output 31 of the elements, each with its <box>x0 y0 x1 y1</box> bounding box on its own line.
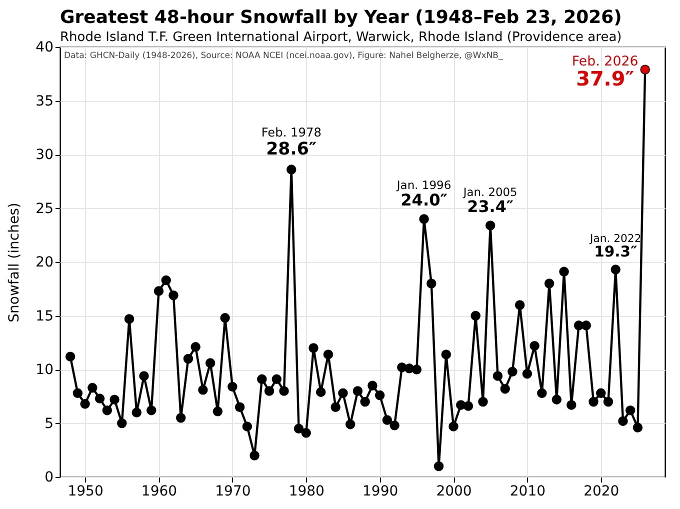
y-tick-label: 0 <box>44 470 54 486</box>
y-tick-label: 10 <box>36 362 54 378</box>
x-tick-label: 1980 <box>288 484 324 500</box>
annotation: 24.0″ <box>400 190 448 210</box>
y-tick-label: 20 <box>36 254 54 270</box>
annotation: 37.9″ <box>576 68 634 91</box>
annotation: Feb. 1978 <box>261 125 322 140</box>
x-tick-label: 2000 <box>436 484 472 500</box>
annotation: 28.6″ <box>266 139 317 160</box>
y-axis-title: Snowfall (inches) <box>6 202 23 322</box>
annotation: Feb. 2026 <box>572 54 638 70</box>
annotation: 23.4″ <box>467 196 514 216</box>
x-tick-label: 1950 <box>68 484 104 500</box>
annotation: Jan. 2022 <box>589 232 642 245</box>
x-tick-label: 1970 <box>215 484 251 500</box>
y-tick-label: 30 <box>36 147 54 163</box>
x-tick-label: 2010 <box>510 484 546 500</box>
y-tick-label: 5 <box>44 416 54 432</box>
x-tick-label: 1990 <box>362 484 398 500</box>
annotation: 19.3″ <box>594 244 638 261</box>
y-tick-label: 15 <box>36 308 54 324</box>
chart-subtitle: Rhode Island T.F. Green International Airport, Warwick, Rhode Island (Providence area) <box>60 30 622 45</box>
chart-title: Greatest 48-hour Snowfall by Year (1948–Feb 23, 2026) <box>60 7 622 28</box>
annotation: Data: GHCN-Daily (1948-2026), Source: NOAA NCEI (ncei.noaa.gov), Figure: Nahel Belgherze, @WxNB_ <box>64 51 504 61</box>
x-tick-label: 2020 <box>584 484 620 500</box>
x-tick-label: 1960 <box>141 484 178 500</box>
y-tick-label: 35 <box>36 93 54 110</box>
annotation: Jan. 2005 <box>462 184 518 199</box>
y-tick-label: 25 <box>36 200 54 217</box>
annotation: Jan. 1996 <box>396 178 452 192</box>
y-tick-label: 40 <box>36 40 54 56</box>
